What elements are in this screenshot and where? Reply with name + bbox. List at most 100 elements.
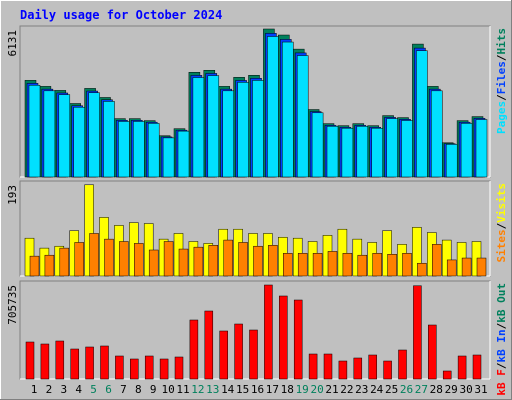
bar (178, 248, 189, 277)
bar (223, 239, 233, 277)
x-tick-label: 17 (266, 383, 279, 396)
bar (445, 144, 458, 178)
bar (341, 127, 354, 178)
y-tick-label: 193 (6, 185, 19, 205)
bar (368, 354, 377, 380)
bar (457, 355, 467, 380)
x-tick-label: 8 (135, 383, 142, 396)
x-tick-label: 26 (400, 383, 413, 396)
x-tick-label: 23 (355, 383, 368, 396)
bar (219, 330, 228, 380)
chart-title: Daily usage for October 2024 (20, 8, 222, 22)
bar (264, 284, 273, 380)
bar (383, 360, 392, 380)
bar (279, 295, 288, 380)
bar (85, 346, 94, 380)
x-tick-label: 30 (459, 383, 472, 396)
bar (103, 101, 115, 178)
legend: kB F/kB In/kB Out (495, 283, 508, 396)
bar (398, 349, 407, 380)
bar (237, 82, 249, 178)
bar (312, 253, 323, 277)
bar (118, 121, 130, 178)
bar (119, 241, 129, 277)
bar (323, 353, 333, 380)
bar (311, 112, 324, 178)
bar (356, 126, 369, 178)
bar (442, 370, 452, 380)
x-tick-label: 3 (60, 383, 67, 396)
legend-entry: kB F (495, 369, 508, 396)
x-tick-label: 1 (31, 383, 38, 396)
bar (441, 239, 452, 277)
bar (193, 246, 204, 277)
bar (428, 324, 437, 380)
legend: Sites/Visits (495, 183, 508, 263)
x-tick-label: 11 (176, 383, 189, 396)
bar (308, 353, 318, 380)
x-tick-label: 2 (46, 383, 53, 396)
bar (267, 36, 279, 178)
bar (252, 80, 264, 178)
bar (115, 355, 124, 380)
bar (282, 41, 294, 178)
bar (59, 247, 70, 277)
x-tick-label: 19 (296, 383, 309, 396)
bar (327, 251, 338, 277)
x-tick-label: 25 (385, 383, 398, 396)
bar (130, 358, 139, 380)
bar (74, 242, 84, 277)
bar (460, 123, 473, 178)
x-tick-label: 28 (430, 383, 443, 396)
y-tick-label: 6131 (6, 30, 19, 57)
bar (174, 356, 184, 380)
x-tick-label: 6 (105, 383, 112, 396)
x-tick-label: 22 (340, 383, 353, 396)
x-tick-label: 20 (310, 383, 323, 396)
bar (417, 262, 427, 277)
bar (401, 120, 413, 178)
bar (382, 230, 392, 277)
bar (44, 254, 55, 277)
bar (432, 244, 442, 277)
bar (268, 245, 278, 277)
legend-entry: kB Out (495, 283, 508, 323)
bar (337, 228, 348, 277)
bar (253, 245, 263, 277)
legend-separator: / (495, 222, 508, 229)
bar (89, 233, 99, 277)
x-tick-label: 13 (206, 383, 219, 396)
bar (416, 50, 428, 178)
x-tick-label: 4 (75, 383, 82, 396)
bar (461, 257, 472, 277)
bar (413, 285, 422, 380)
x-tick-label: 27 (415, 383, 428, 396)
bar (134, 243, 144, 277)
bar (147, 123, 160, 178)
bar (326, 126, 339, 178)
bar (73, 106, 85, 178)
bar (297, 253, 308, 277)
bar (412, 227, 422, 277)
bar (204, 310, 214, 380)
bar (84, 184, 94, 277)
bar (148, 249, 159, 277)
bar (234, 323, 243, 380)
bar (40, 343, 50, 380)
bar (386, 118, 398, 178)
x-tick-label: 24 (370, 383, 384, 396)
legend-separator: / (495, 322, 508, 329)
bar (177, 130, 190, 178)
bar (43, 90, 56, 178)
bar (472, 354, 482, 380)
x-tick-label: 10 (161, 383, 174, 396)
bar (28, 85, 41, 178)
x-tick-label: 29 (445, 383, 458, 396)
x-tick-label: 16 (251, 383, 264, 396)
legend-separator: / (495, 362, 508, 369)
bar (25, 341, 35, 380)
bar (431, 90, 443, 178)
legend-entry: Sites (495, 229, 508, 262)
x-tick-label: 9 (150, 383, 157, 396)
